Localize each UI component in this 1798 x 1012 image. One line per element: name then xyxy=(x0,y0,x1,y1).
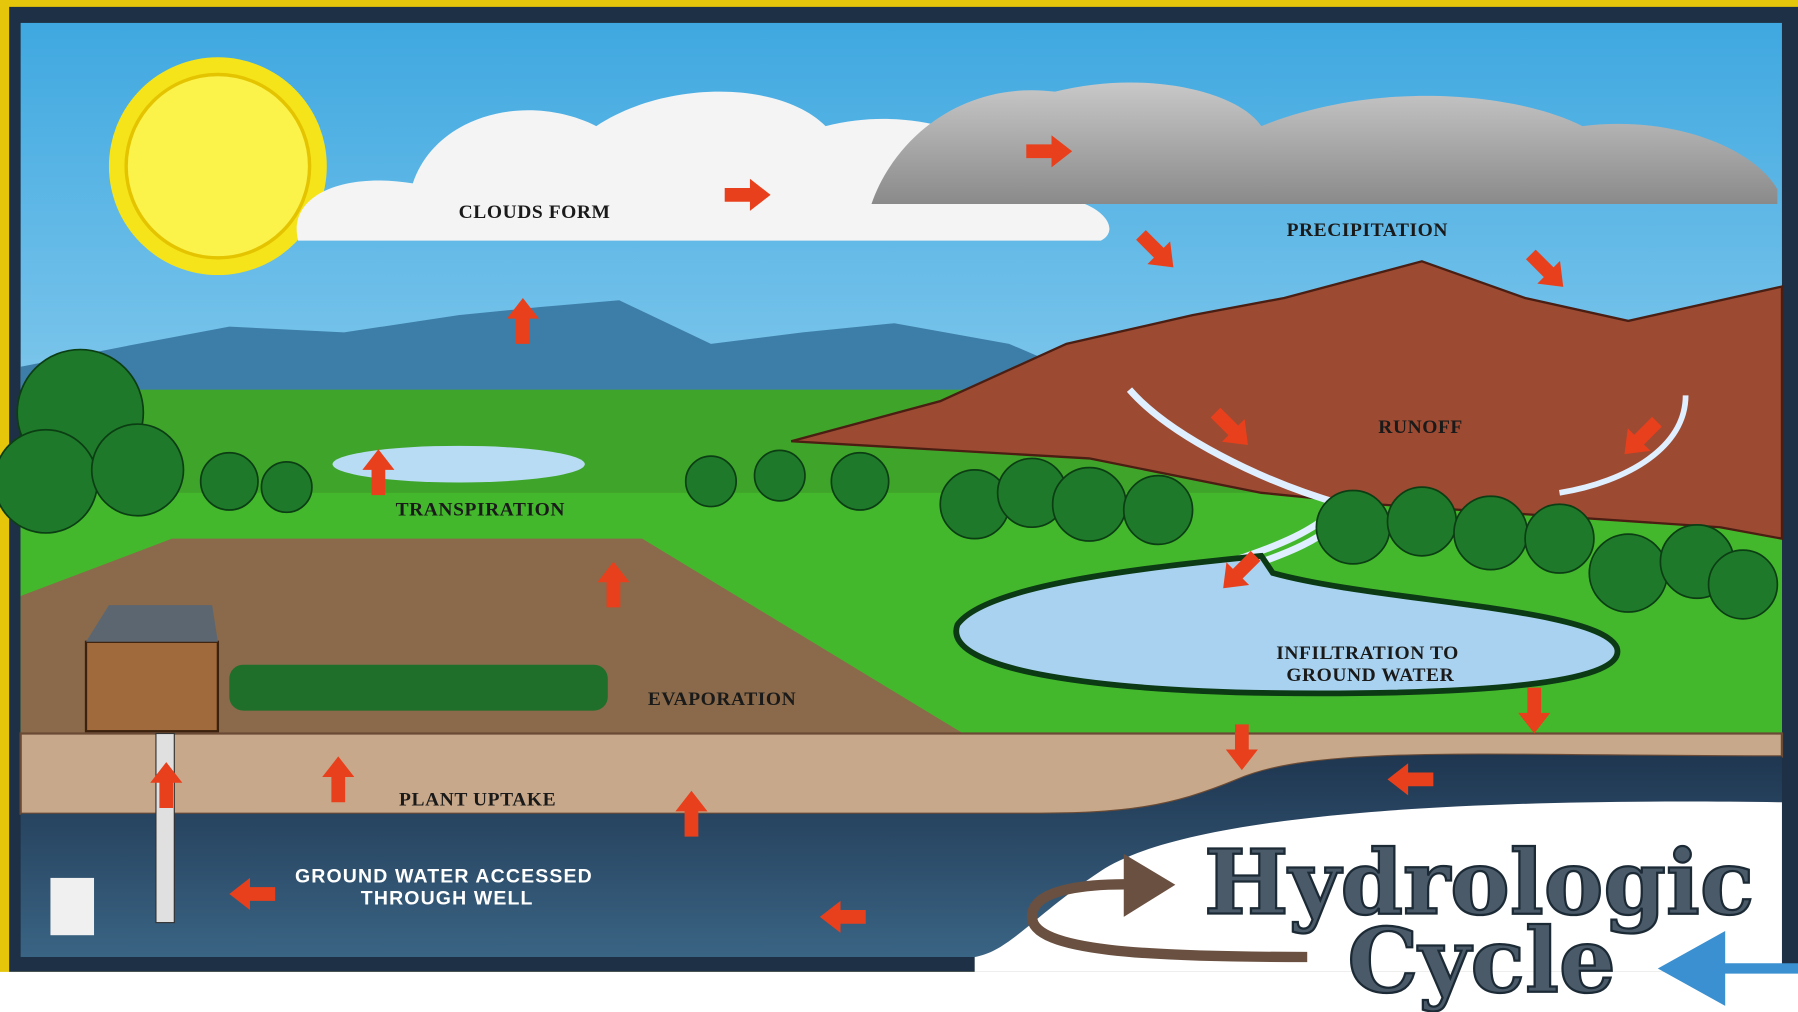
title-area xyxy=(974,801,1782,972)
well-sign xyxy=(50,877,95,936)
trees xyxy=(0,348,1779,620)
crops xyxy=(229,664,608,711)
label: PLANT UPTAKE xyxy=(399,790,556,811)
label-line: INFILTRATION TO xyxy=(1276,643,1459,664)
stream xyxy=(1559,395,1689,496)
label: INFILTRATION TO GROUND WATER xyxy=(1276,643,1464,686)
river xyxy=(1126,387,1356,577)
title: Cycle xyxy=(1347,908,1615,1012)
bottom-strip xyxy=(0,971,1798,1012)
label: RUNOFF xyxy=(1378,417,1463,438)
label: EVAPORATION xyxy=(648,689,796,710)
label-line: GROUND WATER ACCESSED xyxy=(295,865,593,887)
lake xyxy=(953,552,1621,697)
label: CLOUDS FORM xyxy=(459,202,611,223)
mountain xyxy=(790,260,1784,541)
label: GROUND WATER ACCESSED THROUGH WELL xyxy=(295,865,599,909)
sun xyxy=(124,72,312,260)
title: Hydrologic xyxy=(1204,830,1754,935)
cycle-arrow xyxy=(1026,879,1308,963)
blue-arrow xyxy=(1657,931,1798,1006)
cycle-arrowhead xyxy=(1123,853,1176,917)
well xyxy=(155,732,175,924)
label-line: GROUND WATER xyxy=(1286,665,1454,686)
shed xyxy=(84,640,220,733)
label: TRANSPIRATION xyxy=(396,500,565,521)
shed-roof xyxy=(86,605,218,642)
label-line: THROUGH WELL xyxy=(361,887,534,909)
label: PRECIPITATION xyxy=(1287,220,1448,241)
rain-cloud xyxy=(871,82,1778,205)
far-mountains xyxy=(20,300,1090,413)
ground-water xyxy=(20,754,1782,957)
pond xyxy=(332,445,585,483)
